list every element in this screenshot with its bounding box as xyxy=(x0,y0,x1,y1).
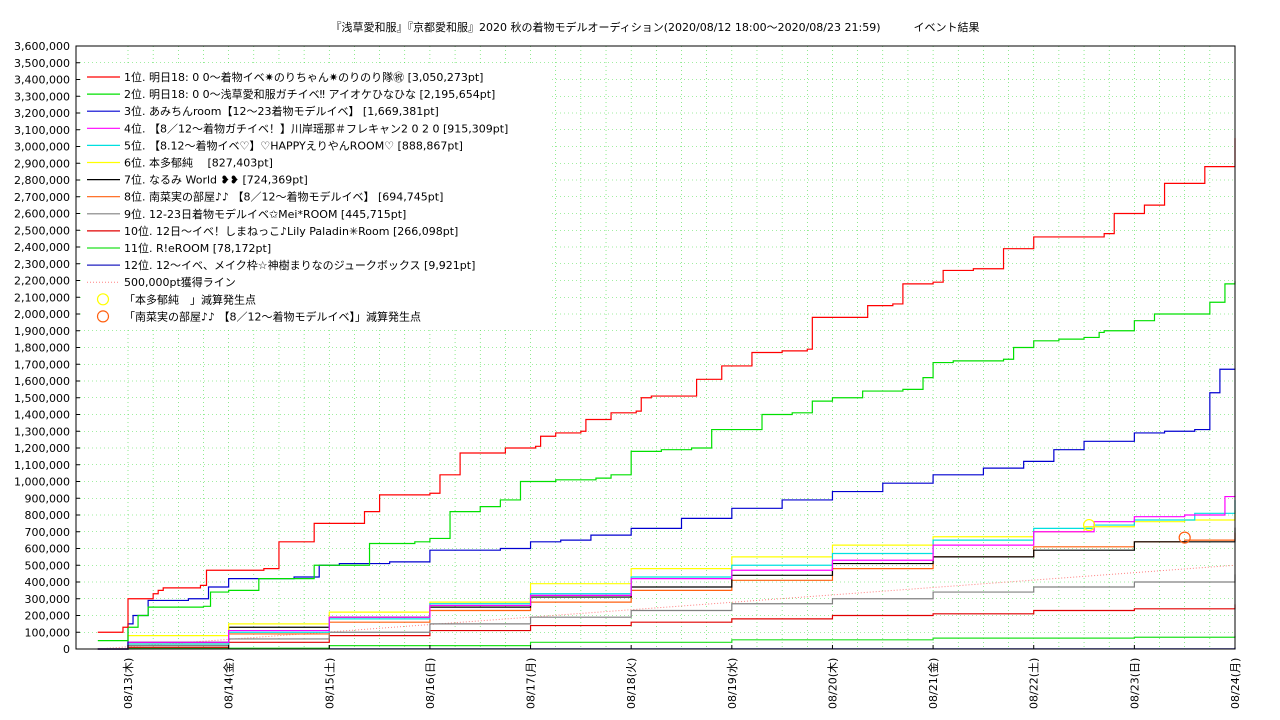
y-tick-label: 100,000 xyxy=(25,626,71,639)
y-tick-label: 2,600,000 xyxy=(14,208,70,221)
series-line-11 xyxy=(97,635,1236,650)
legend-label: 「南菜実の部屋♪♪ 【8／12〜着物モデルイベ】」減算発生点 xyxy=(124,309,421,323)
x-tick-label: 08/15(土) xyxy=(323,658,336,709)
y-tick-label: 900,000 xyxy=(25,492,71,505)
y-tick-label: 2,200,000 xyxy=(14,275,70,288)
legend-label: 1位. 明日18: 0 0〜着物イベ✷のりちゃん✷のりのり隊㊗ [3,050,2… xyxy=(124,70,483,84)
y-tick-label: 3,600,000 xyxy=(14,40,70,53)
x-tick-label: 08/24(月) xyxy=(1229,658,1242,709)
y-tick-label: 1,100,000 xyxy=(14,459,70,472)
y-tick-label: 1,600,000 xyxy=(14,375,70,388)
legend-label: 2位. 明日18: 0 0〜浅草愛和服ガチイベ‼ アイオケひなひな [2,195… xyxy=(124,87,495,101)
y-tick-label: 2,900,000 xyxy=(14,157,70,170)
legend: 1位. 明日18: 0 0〜着物イベ✷のりちゃん✷のりのり隊㊗ [3,050,2… xyxy=(81,66,551,328)
legend-label: 12位. 12〜イベ、メイク枠☆神樹まりなのジュークボックス [9,921pt] xyxy=(124,258,475,272)
y-tick-label: 2,700,000 xyxy=(14,191,70,204)
y-tick-label: 3,000,000 xyxy=(14,141,70,154)
y-tick-label: 3,300,000 xyxy=(14,90,70,103)
y-tick-label: 800,000 xyxy=(25,509,71,522)
x-axis-ticks: 08/13(木) 08/14(金) 08/15(土) 08/16(日) 08/17(月)… xyxy=(122,645,1242,709)
legend-swatch xyxy=(96,293,110,306)
chart-title: 『浅草愛和服』『京都愛和服』2020 秋の着物モデルオーディション(2020/0… xyxy=(330,21,980,34)
series-line-2 xyxy=(97,281,1236,642)
y-tick-label: 700,000 xyxy=(25,526,71,539)
event-marker-1 xyxy=(1082,518,1096,532)
y-tick-label: 400,000 xyxy=(25,576,71,589)
x-tick-label: 08/20(木) xyxy=(826,658,839,709)
legend-label: 6位. 本多郁純 [827,403pt] xyxy=(124,156,273,170)
legend-background xyxy=(81,66,551,328)
y-tick-label: 2,500,000 xyxy=(14,224,70,237)
y-tick-label: 1,800,000 xyxy=(14,342,70,355)
y-axis-ticks: 0 100,000 200,000 300,000 400,000 500,000 600,… xyxy=(14,40,80,656)
x-tick-label: 08/14(金) xyxy=(222,658,236,709)
y-tick-label: 1,900,000 xyxy=(14,325,70,338)
x-tick-label: 08/19(水) xyxy=(726,658,739,709)
y-tick-label: 500,000 xyxy=(25,559,71,572)
y-tick-label: 200,000 xyxy=(25,610,71,623)
x-tick-label: 08/18(火) xyxy=(625,658,638,709)
legend-label: 5位. 【8.12〜着物イベ♡】♡HAPPYえりやんROOM♡ [888,867… xyxy=(124,138,463,152)
series-line-5 xyxy=(97,500,1236,650)
y-tick-label: 2,300,000 xyxy=(14,258,70,271)
legend-label: 3位. あみちんroom【12〜23着物モデルイベ】 [1,669,381pt] xyxy=(124,104,439,118)
legend-label: 4位. 【8／12〜着物ガチイベ！】川岸瑶那＃フレキャン2 0 2 0 [915… xyxy=(124,121,508,135)
x-tick-label: 08/16(日) xyxy=(424,658,437,709)
y-tick-label: 0 xyxy=(63,643,70,656)
y-tick-label: 300,000 xyxy=(25,593,71,606)
y-tick-label: 1,500,000 xyxy=(14,392,70,405)
series-line-4 xyxy=(97,495,1236,650)
legend-label: 7位. なるみ World ❥❥ [724,369pt] xyxy=(124,173,308,187)
y-tick-label: 1,300,000 xyxy=(14,425,70,438)
x-tick-label: 08/21(金) xyxy=(926,658,940,709)
y-tick-label: 3,400,000 xyxy=(14,74,70,87)
y-tick-label: 1,200,000 xyxy=(14,442,70,455)
legend-label: 10位. 12日〜イベ！しまねっこ♪Lily Paladin✳Room [266… xyxy=(124,224,458,238)
marker-layer xyxy=(1082,518,1191,544)
y-tick-label: 2,400,000 xyxy=(14,241,70,254)
y-tick-label: 600,000 xyxy=(25,543,71,556)
legend-label: 「本多郁純 」減算発生点 xyxy=(124,292,256,306)
legend-label: 500,000pt獲得ライン xyxy=(124,276,236,289)
x-tick-label: 08/13(木) xyxy=(122,658,135,709)
y-tick-label: 2,000,000 xyxy=(14,308,70,321)
y-tick-label: 1,000,000 xyxy=(14,476,70,489)
y-tick-label: 3,500,000 xyxy=(14,57,70,70)
reference-line xyxy=(97,564,1236,650)
event-marker-2 xyxy=(1178,531,1191,544)
y-tick-label: 3,100,000 xyxy=(14,124,70,137)
x-tick-label: 08/23(日) xyxy=(1128,658,1141,709)
legend-label: 11位. R!eROOM [78,172pt] xyxy=(124,241,271,255)
y-tick-label: 3,200,000 xyxy=(14,107,70,120)
y-tick-label: 2,100,000 xyxy=(14,291,70,304)
x-tick-label: 08/17(月) xyxy=(525,658,538,709)
legend-swatch xyxy=(96,310,110,323)
y-tick-label: 1,700,000 xyxy=(14,358,70,371)
reference-line-layer xyxy=(97,564,1236,650)
legend-label: 9位. 12-23日着物モデルイベ✩Mei*ROOM [445,715pt] xyxy=(124,207,406,221)
x-tick-label: 08/22(土) xyxy=(1028,658,1041,709)
legend-label: 8位. 南菜実の部屋♪♪ 【8／12〜着物モデルイベ】 [694,745pt] xyxy=(124,190,443,204)
series-line-3 xyxy=(97,368,1236,650)
series-line-1 xyxy=(97,138,1236,633)
y-tick-label: 2,800,000 xyxy=(14,174,70,187)
y-tick-label: 1,400,000 xyxy=(14,409,70,422)
